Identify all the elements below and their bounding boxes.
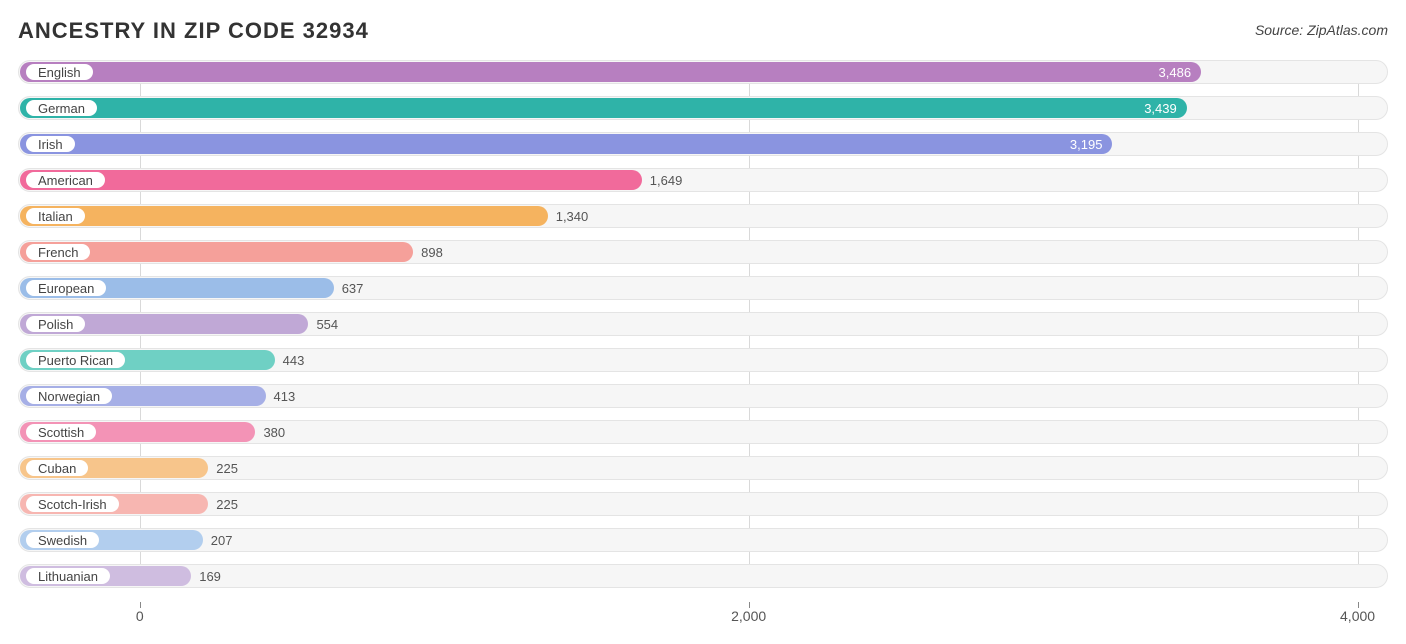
category-pill: Scottish — [24, 422, 98, 442]
category-pill: European — [24, 278, 108, 298]
bar-row: Scottish 380 — [18, 420, 1388, 444]
bar-row: European 637 — [18, 276, 1388, 300]
value-label: 207 — [203, 528, 233, 552]
value-label: 413 — [266, 384, 296, 408]
value-label: 443 — [275, 348, 305, 372]
value-label: 1,649 — [642, 168, 683, 192]
value-label: 3,486 — [20, 60, 1201, 84]
category-pill: Cuban — [24, 458, 90, 478]
category-pill: Scotch-Irish — [24, 494, 121, 514]
bar-row: French 898 — [18, 240, 1388, 264]
bar-row: Lithuanian 169 — [18, 564, 1388, 588]
category-pill: Norwegian — [24, 386, 114, 406]
value-label: 898 — [413, 240, 443, 264]
data-bar — [20, 170, 642, 190]
category-pill: Puerto Rican — [24, 350, 127, 370]
x-axis: 0 2,000 4,000 — [18, 600, 1388, 628]
category-pill: French — [24, 242, 92, 262]
category-pill: Swedish — [24, 530, 101, 550]
bar-row: Italian 1,340 — [18, 204, 1388, 228]
value-label: 169 — [191, 564, 221, 588]
chart-header: ANCESTRY IN ZIP CODE 32934 Source: ZipAt… — [0, 0, 1406, 52]
bar-row: American 1,649 — [18, 168, 1388, 192]
chart-source: Source: ZipAtlas.com — [1255, 18, 1388, 38]
bar-row: Polish 554 — [18, 312, 1388, 336]
bar-row: Scotch-Irish 225 — [18, 492, 1388, 516]
value-label: 637 — [334, 276, 364, 300]
chart-rows: English3,486 German3,439 Irish3,195 America… — [18, 60, 1388, 588]
axis-tick-label: 4,000 — [1340, 608, 1375, 624]
category-pill: Polish — [24, 314, 87, 334]
bar-row: English3,486 — [18, 60, 1388, 84]
data-bar — [20, 206, 548, 226]
value-label: 3,439 — [20, 96, 1187, 120]
axis-tick-label: 0 — [136, 608, 144, 624]
category-pill: Lithuanian — [24, 566, 112, 586]
bar-track — [18, 564, 1388, 588]
bar-row: Cuban 225 — [18, 456, 1388, 480]
value-label: 554 — [308, 312, 338, 336]
axis-tick-label: 2,000 — [731, 608, 766, 624]
chart-title: ANCESTRY IN ZIP CODE 32934 — [18, 18, 369, 44]
bar-row: Norwegian 413 — [18, 384, 1388, 408]
value-label: 1,340 — [548, 204, 589, 228]
value-label: 3,195 — [20, 132, 1112, 156]
value-label: 225 — [208, 456, 238, 480]
chart-plot-area: English3,486 German3,439 Irish3,195 America… — [18, 60, 1388, 588]
category-pill: American — [24, 170, 107, 190]
bar-row: German3,439 — [18, 96, 1388, 120]
bar-row: Puerto Rican 443 — [18, 348, 1388, 372]
value-label: 380 — [255, 420, 285, 444]
value-label: 225 — [208, 492, 238, 516]
bar-row: Irish3,195 — [18, 132, 1388, 156]
category-pill: Italian — [24, 206, 87, 226]
bar-row: Swedish 207 — [18, 528, 1388, 552]
